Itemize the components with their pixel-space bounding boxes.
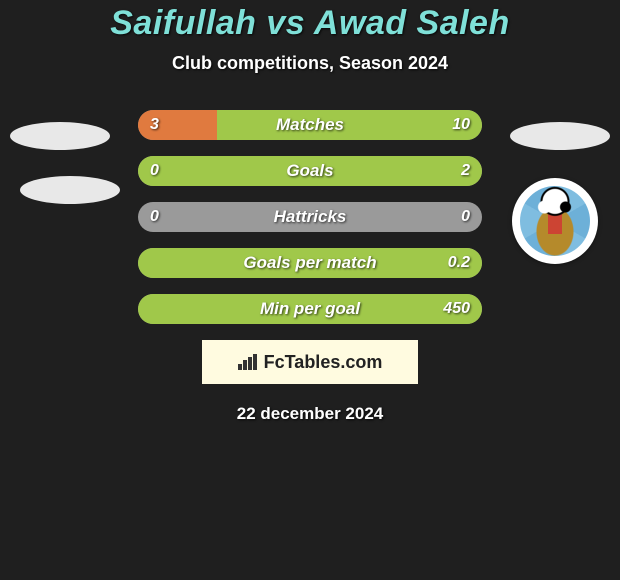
stat-value-right: 0 bbox=[461, 202, 470, 232]
stat-row: 450Min per goal bbox=[138, 294, 482, 324]
stat-row: 02Goals bbox=[138, 156, 482, 186]
bar-right bbox=[138, 156, 482, 186]
brand-text: FcTables.com bbox=[264, 352, 383, 373]
stat-row: 0.2Goals per match bbox=[138, 248, 482, 278]
stat-value-left: 0 bbox=[150, 202, 159, 232]
subtitle: Club competitions, Season 2024 bbox=[0, 53, 620, 74]
bar-right bbox=[138, 248, 482, 278]
bar-left bbox=[138, 110, 217, 140]
brand-chart-icon bbox=[238, 354, 260, 370]
content-root: Saifullah vs Awad Saleh Club competition… bbox=[0, 0, 620, 424]
stat-label: Hattricks bbox=[138, 202, 482, 232]
date-text: 22 december 2024 bbox=[0, 404, 620, 424]
bar-right bbox=[217, 110, 482, 140]
stat-row: 0 0Hattricks bbox=[138, 202, 482, 232]
bar-right bbox=[138, 294, 482, 324]
brand-box[interactable]: FcTables.com bbox=[202, 340, 418, 384]
stats-container: 310Matches 02Goals 0 0Hattricks 0.2Goals per… bbox=[0, 110, 620, 324]
page-title: Saifullah vs Awad Saleh bbox=[0, 4, 620, 43]
stat-row: 310Matches bbox=[138, 110, 482, 140]
